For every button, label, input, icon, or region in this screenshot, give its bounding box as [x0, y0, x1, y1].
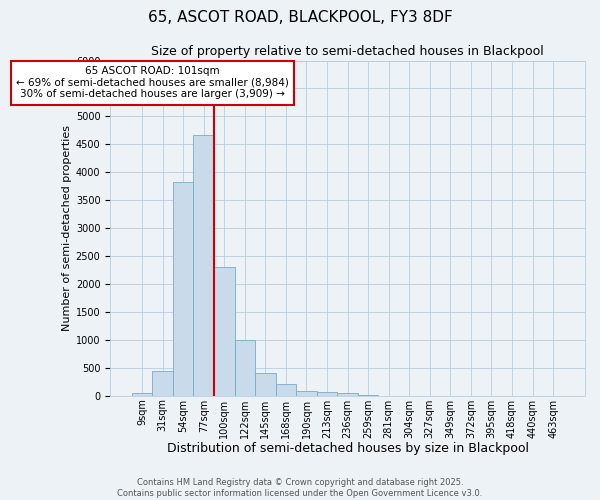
Text: 65 ASCOT ROAD: 101sqm
← 69% of semi-detached houses are smaller (8,984)
30% of s: 65 ASCOT ROAD: 101sqm ← 69% of semi-deta… — [16, 66, 289, 100]
Title: Size of property relative to semi-detached houses in Blackpool: Size of property relative to semi-detach… — [151, 45, 544, 58]
Bar — [214, 267, 235, 396]
Bar — [152, 370, 173, 396]
Text: 65, ASCOT ROAD, BLACKPOOL, FY3 8DF: 65, ASCOT ROAD, BLACKPOOL, FY3 8DF — [148, 10, 452, 25]
Bar — [296, 390, 317, 396]
X-axis label: Distribution of semi-detached houses by size in Blackpool: Distribution of semi-detached houses by … — [167, 442, 529, 455]
Text: Contains HM Land Registry data © Crown copyright and database right 2025.
Contai: Contains HM Land Registry data © Crown c… — [118, 478, 482, 498]
Bar — [317, 392, 337, 396]
Bar — [193, 135, 214, 396]
Y-axis label: Number of semi-detached properties: Number of semi-detached properties — [62, 125, 71, 331]
Bar — [337, 392, 358, 396]
Bar — [173, 182, 193, 396]
Bar — [235, 340, 255, 396]
Bar — [275, 384, 296, 396]
Bar — [132, 393, 152, 396]
Bar — [255, 374, 275, 396]
